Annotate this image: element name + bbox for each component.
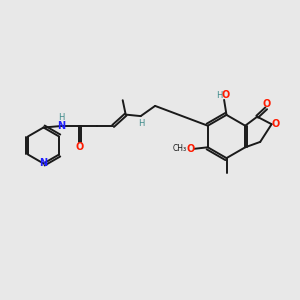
Text: O: O: [263, 99, 271, 109]
Text: N: N: [39, 158, 48, 169]
Text: O: O: [76, 142, 84, 152]
Text: H: H: [138, 118, 145, 127]
Text: CH₃: CH₃: [172, 144, 186, 153]
Text: O: O: [186, 144, 194, 154]
Text: H: H: [58, 113, 65, 122]
Text: O: O: [272, 119, 280, 129]
Text: N: N: [57, 121, 66, 131]
Text: O: O: [221, 90, 230, 100]
Text: H: H: [216, 91, 222, 100]
